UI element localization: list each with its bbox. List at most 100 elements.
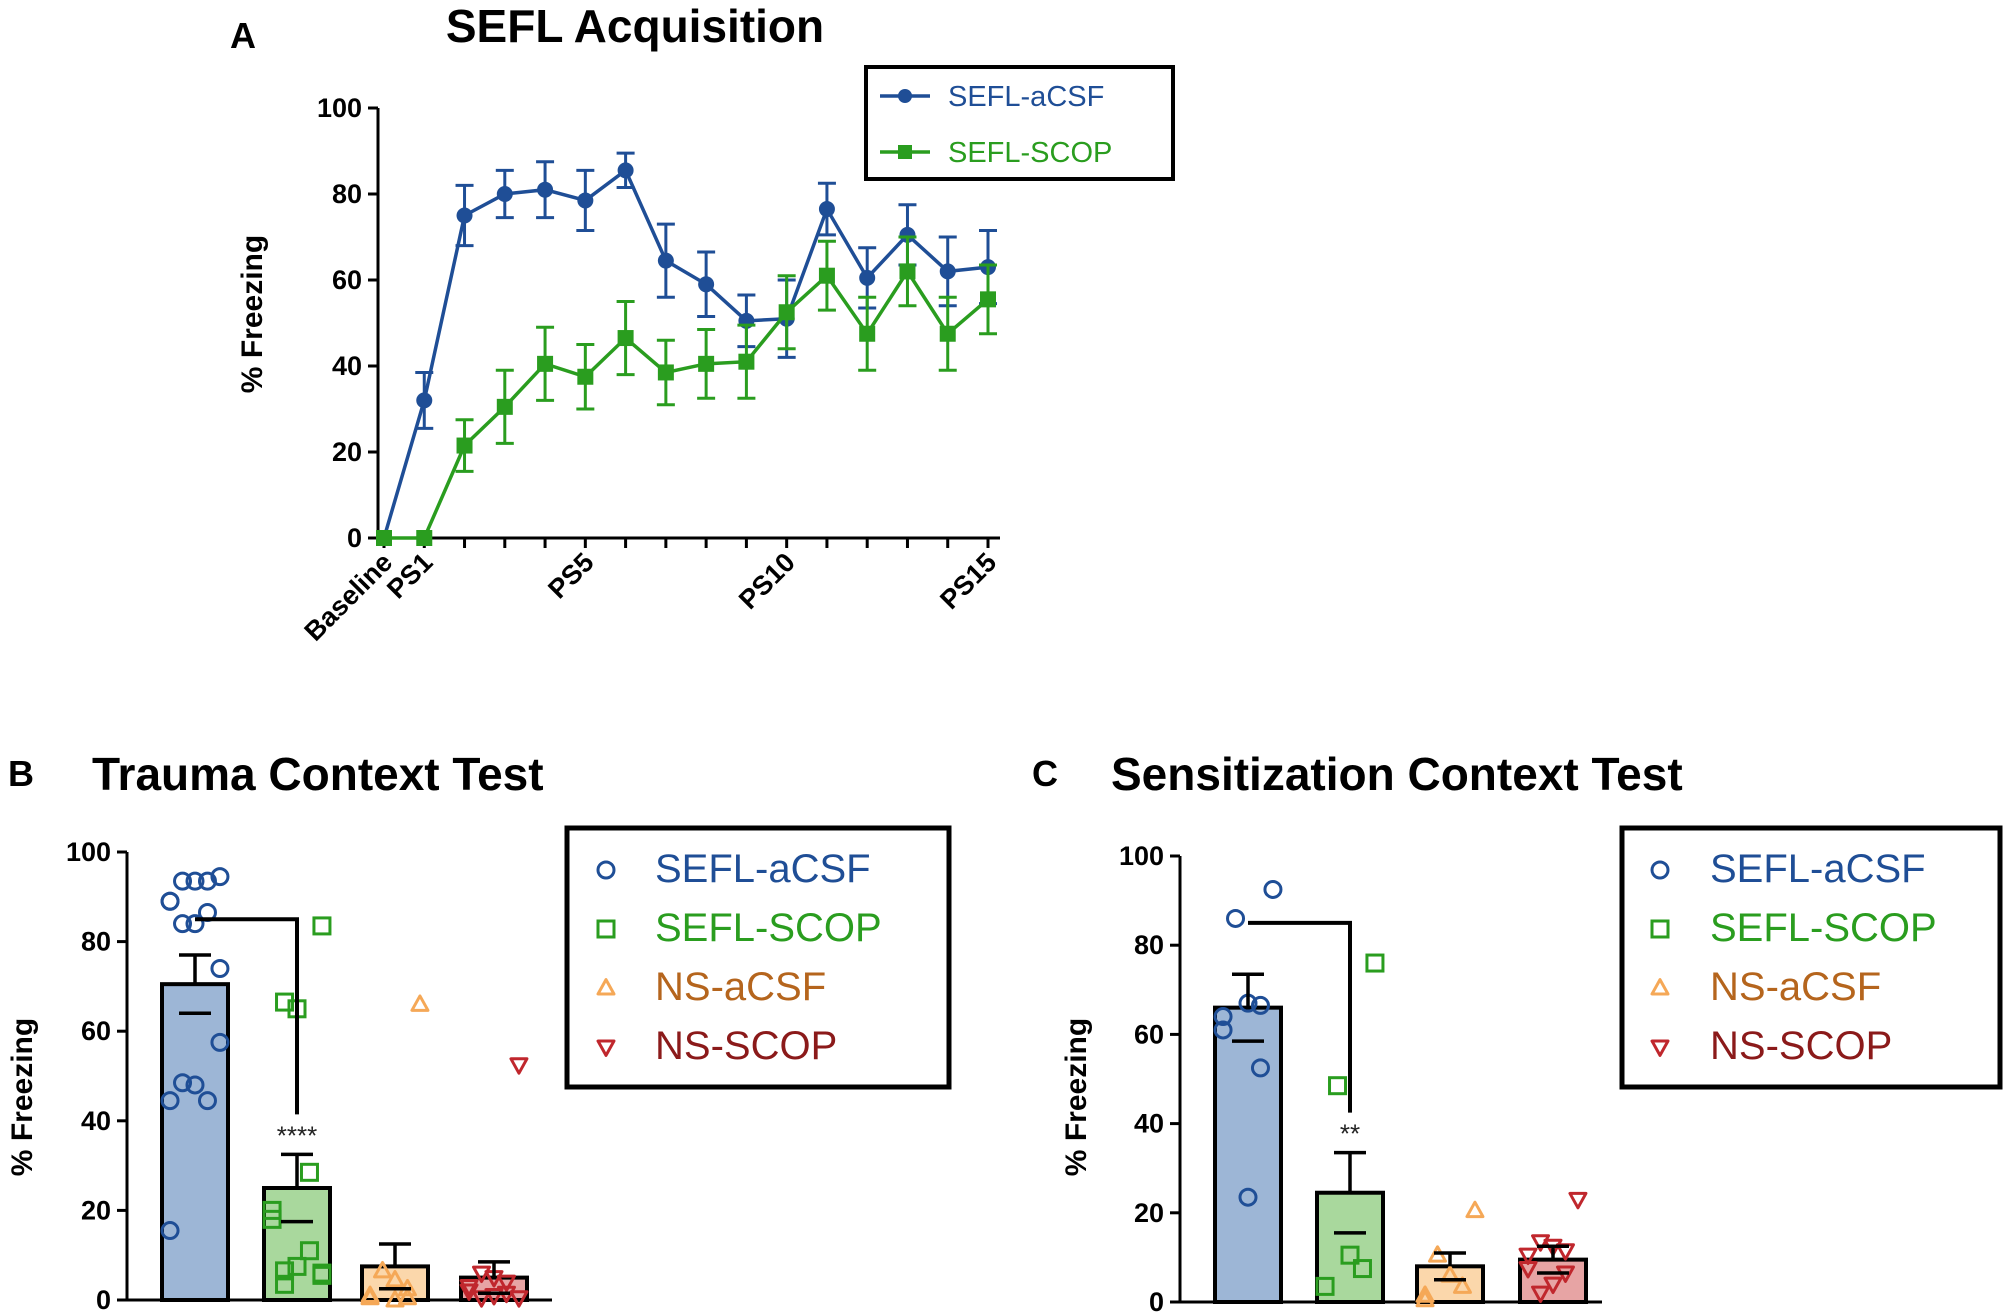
panel-b-legend: SEFL-aCSF SEFL-SCOP NS-aCSF NS-SCOP <box>564 825 952 1090</box>
y-tick-label: 40 <box>1134 1109 1164 1139</box>
bar-group-ns-acsf <box>1415 1200 1485 1308</box>
legend-marker <box>1650 860 1670 880</box>
data-point <box>738 353 755 370</box>
y-tick-label: 80 <box>81 927 111 957</box>
data-point <box>537 181 554 198</box>
data-point <box>1250 995 1270 1015</box>
data-point <box>210 867 230 887</box>
data-point <box>262 1209 282 1229</box>
bar <box>262 1186 332 1302</box>
panel-a-x-tick-label: PS15 <box>934 547 1002 615</box>
y-tick-label: 20 <box>81 1195 111 1225</box>
bar-group-sefl-scop <box>262 916 332 1302</box>
data-point <box>1263 879 1283 899</box>
legend-label: SEFL-SCOP <box>1710 906 1937 950</box>
data-point <box>537 355 554 372</box>
data-point <box>1315 1276 1335 1296</box>
data-point <box>1518 1247 1538 1266</box>
data-point <box>160 1221 180 1241</box>
legend-label: SEFL-aCSF <box>655 847 871 891</box>
data-point <box>299 1162 319 1182</box>
data-point <box>397 1287 417 1306</box>
panel-b-legend-box <box>564 825 952 1090</box>
data-point <box>1352 1259 1372 1279</box>
data-point <box>899 226 916 243</box>
data-point <box>698 355 715 372</box>
data-point <box>410 994 430 1012</box>
bar-group-ns-scop <box>1518 1191 1588 1305</box>
significance-label: **** <box>277 1120 317 1150</box>
bar <box>1213 1005 1283 1304</box>
panel-c-title: Sensitization Context Test <box>1111 748 1683 800</box>
bar-group-sefl-acsf <box>1213 879 1283 1304</box>
data-point <box>1465 1200 1485 1219</box>
panel-b-letter: B <box>8 753 34 794</box>
data-point <box>275 1261 295 1281</box>
legend-label: NS-aCSF <box>655 965 826 1009</box>
legend-label: SEFL-SCOP <box>655 906 882 950</box>
y-tick-label: 0 <box>1149 1287 1164 1316</box>
data-point <box>1365 953 1385 973</box>
data-point <box>939 263 956 280</box>
data-point <box>1452 1276 1472 1294</box>
data-point <box>484 1288 504 1306</box>
panel-c-legend: SEFL-aCSF SEFL-SCOP NS-aCSF NS-SCOP <box>1619 825 2003 1090</box>
panel-a-y-tick-label: 20 <box>332 437 362 467</box>
y-tick-label: 0 <box>96 1285 111 1315</box>
data-point <box>1213 1007 1233 1027</box>
data-point <box>617 330 634 347</box>
data-point <box>818 267 835 284</box>
data-point <box>173 1073 193 1093</box>
bar <box>1518 1257 1588 1305</box>
legend-marker-sefl-acsf <box>898 89 912 103</box>
data-point <box>373 1260 393 1279</box>
data-point <box>496 1274 516 1292</box>
data-point <box>859 269 876 286</box>
data-point <box>416 530 433 546</box>
data-point <box>617 162 634 179</box>
data-point <box>1238 1187 1258 1207</box>
data-point <box>1415 1289 1435 1308</box>
bar-group-sefl-scop <box>1315 953 1385 1304</box>
data-point <box>287 1256 307 1276</box>
panel-a-axes: 0 20 40 60 80 100 <box>317 93 1000 553</box>
panel-a-x-tick-label: PS5 <box>542 547 599 604</box>
data-point <box>1328 1076 1348 1096</box>
data-point <box>657 252 674 269</box>
data-point <box>1213 1020 1233 1040</box>
data-point <box>459 1279 479 1297</box>
data-point <box>577 368 594 385</box>
legend-label: NS-aCSF <box>1710 965 1881 1009</box>
data-point <box>385 1290 405 1308</box>
legend-marker <box>596 1039 616 1057</box>
panel-a-legend-box <box>864 65 1175 181</box>
data-point <box>496 398 513 415</box>
panel-a-y-axis-label: % Freezing <box>236 235 269 393</box>
bar-group-sefl-acsf <box>160 867 230 1302</box>
panel-a-legend-sefl-scop: SEFL-SCOP <box>948 137 1112 169</box>
legend-label: SEFL-aCSF <box>1710 847 1926 891</box>
legend-marker-sefl-scop <box>898 145 912 159</box>
data-point <box>160 891 180 911</box>
data-point <box>1340 1245 1360 1265</box>
data-point <box>299 1241 319 1261</box>
panel-a-y-tick-label: 60 <box>332 265 362 295</box>
data-point <box>376 530 392 546</box>
panel-a-y-tick-label: 80 <box>332 179 362 209</box>
panel-a-series <box>376 151 997 546</box>
y-tick-label: 60 <box>1134 1019 1164 1049</box>
data-point <box>939 325 956 342</box>
significance-label: ** <box>1340 1119 1360 1149</box>
data-point <box>1568 1191 1588 1210</box>
panel-a-title: SEFL Acquisition <box>446 0 824 52</box>
data-point <box>577 192 594 209</box>
data-point <box>496 186 513 202</box>
data-point <box>778 304 795 321</box>
panel-b-bar-chart: B Trauma Context Test % Freezing 0 20 40 60… <box>6 748 952 1315</box>
data-point <box>899 263 916 280</box>
panel-b-title: Trauma Context Test <box>92 748 544 800</box>
data-point <box>509 1057 529 1075</box>
panel-c-legend-box <box>1619 825 2003 1090</box>
